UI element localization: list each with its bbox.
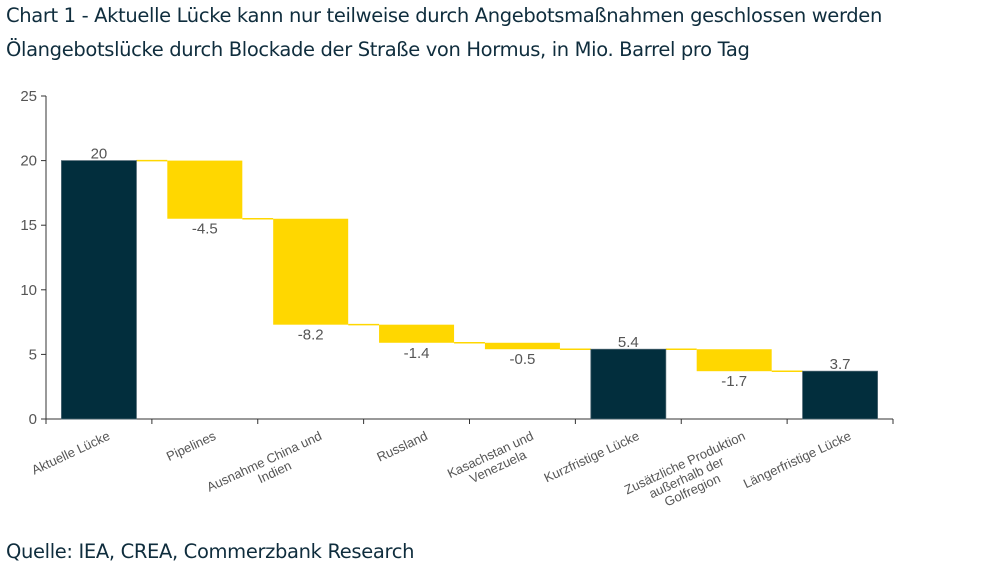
category-label-line: Längerfristige Lücke	[741, 428, 853, 491]
y-tick-label: 25	[20, 88, 37, 105]
bar-delta	[167, 160, 243, 219]
bar-delta	[484, 342, 560, 350]
data-label: 5.4	[618, 334, 639, 351]
category-label: Längerfristige Lücke	[741, 428, 853, 491]
category-label: Russland	[374, 428, 429, 465]
category-label: Pipelines	[164, 428, 219, 464]
y-tick-label: 0	[29, 411, 37, 428]
category-label: Aktuelle Lücke	[29, 428, 112, 477]
data-label: -0.5	[510, 351, 536, 368]
category-label-line: Pipelines	[164, 428, 219, 464]
category-label-line: Aktuelle Lücke	[29, 428, 112, 477]
axes: 0 5 10 15 20 25	[20, 88, 894, 428]
data-label: -8.2	[298, 327, 324, 344]
bar-delta	[696, 349, 772, 372]
data-label: -1.4	[404, 345, 430, 362]
data-label: -1.7	[721, 373, 747, 390]
y-tick-label: 20	[20, 153, 37, 170]
source-note: Quelle: IEA, CREA, Commerzbank Research	[6, 540, 415, 563]
connectors	[136, 159, 803, 372]
category-label: Kurzfristige Lücke	[542, 428, 642, 485]
data-label: 3.7	[830, 356, 851, 373]
data-label: -4.5	[192, 221, 218, 238]
chart-subtitle: Ölangebotslücke durch Blockade der Straß…	[6, 38, 750, 61]
y-tick-label: 10	[20, 282, 37, 299]
bar-delta	[273, 218, 349, 325]
bar-total	[590, 348, 667, 420]
bar-delta	[379, 324, 455, 343]
data-label: 20	[91, 146, 108, 163]
category-label-line: Russland	[374, 428, 429, 465]
y-tick-label: 5	[29, 346, 37, 363]
bar-total	[61, 160, 137, 420]
y-tick-label: 15	[20, 217, 37, 234]
category-label-line: Kurzfristige Lücke	[542, 428, 642, 485]
chart-title: Chart 1 - Aktuelle Lücke kann nur teilwe…	[6, 4, 882, 27]
bars	[61, 160, 878, 420]
data-labels: 20 -4.5 -8.2 -1.4 -0.5 5.4 -1.7 3.7	[91, 146, 851, 391]
bar-total	[802, 370, 878, 420]
